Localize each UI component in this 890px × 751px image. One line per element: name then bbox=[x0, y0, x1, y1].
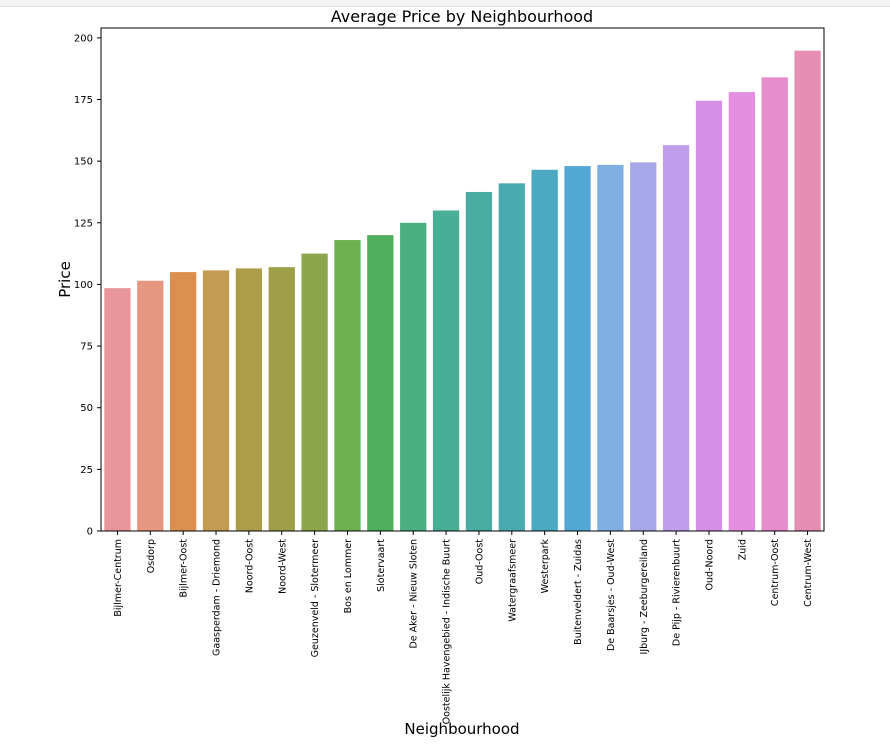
x-tick-label: Oud-Noord bbox=[704, 539, 715, 590]
x-tick-label: Watergraafsmeer bbox=[507, 539, 518, 622]
bar bbox=[301, 253, 328, 531]
x-tick-label: Buitenveldert - Zuidas bbox=[573, 539, 584, 645]
y-tick-label: 150 bbox=[74, 157, 93, 168]
x-tick-label: Bijlmer-Oost bbox=[179, 539, 190, 598]
bar bbox=[432, 210, 460, 531]
x-tick-label: Centrum-Oost bbox=[770, 539, 781, 606]
bar bbox=[695, 100, 723, 532]
bar bbox=[334, 240, 361, 532]
bar bbox=[268, 267, 295, 531]
bar bbox=[137, 280, 164, 531]
x-tick-label: Oud-Oost bbox=[474, 539, 485, 584]
x-tick-label: De Aker - Nieuw Sloten bbox=[409, 539, 420, 649]
chart-title: Average Price by Neighbourhood bbox=[331, 7, 593, 26]
bar bbox=[531, 169, 558, 531]
x-tick-label: Bos en Lommer bbox=[343, 539, 354, 613]
bar bbox=[662, 145, 690, 531]
bar bbox=[498, 183, 525, 531]
plot-frame bbox=[100, 27, 825, 532]
bar bbox=[564, 166, 591, 531]
y-tick-label: 75 bbox=[80, 342, 93, 353]
x-tick-label: Centrum-West bbox=[803, 539, 814, 607]
x-tick-label: Noord-Oost bbox=[244, 539, 255, 593]
y-tick-label: 175 bbox=[74, 95, 93, 106]
x-tick-label: Westerpark bbox=[540, 539, 551, 594]
x-axis-label: Neighbourhood bbox=[404, 720, 519, 738]
x-tick-label: Zuid bbox=[737, 539, 748, 560]
x-tick-label: De Baarsjes - Oud-West bbox=[606, 539, 617, 651]
bar bbox=[465, 191, 493, 531]
y-tick-label: 125 bbox=[74, 218, 93, 229]
window-top-strip bbox=[0, 0, 890, 7]
bars bbox=[104, 50, 821, 532]
bar bbox=[235, 268, 263, 531]
y-tick-label: 200 bbox=[74, 33, 93, 44]
bar bbox=[367, 235, 394, 531]
bar bbox=[761, 77, 788, 532]
y-tick-label: 0 bbox=[87, 527, 93, 538]
bar bbox=[728, 92, 755, 531]
y-axis-label: Price bbox=[56, 261, 74, 298]
x-tick-label: Slotervaart bbox=[376, 539, 387, 592]
y-tick-label: 50 bbox=[80, 403, 93, 414]
x-tick-label: Geuzenveld - Slotermeer bbox=[310, 539, 321, 657]
bar bbox=[400, 222, 427, 531]
bar bbox=[630, 162, 657, 532]
x-tick-label: De Pijp - Rivierenbuurt bbox=[672, 539, 683, 646]
y-tick-label: 100 bbox=[74, 280, 93, 291]
y-tick-label: 25 bbox=[80, 465, 93, 476]
x-tick-label: Osdorp bbox=[146, 539, 157, 573]
y-axis: 0 25 50 75 100 125 150 175 200 bbox=[74, 33, 101, 538]
x-axis: Bijlmer-Centrum Osdorp Bijlmer-Oost Gaasper… bbox=[113, 531, 814, 724]
x-tick-label: Bijlmer-Centrum bbox=[113, 539, 124, 617]
x-tick-label: Gaasperdam - Driemond bbox=[212, 539, 223, 656]
x-tick-label: Oostelijk Havengebied - Indische Buurt bbox=[442, 539, 453, 725]
bar bbox=[104, 288, 131, 531]
bar bbox=[202, 270, 230, 531]
bar bbox=[597, 164, 624, 531]
x-tick-label: Noord-West bbox=[277, 539, 288, 594]
x-tick-label: IJburg - Zeeburgereiland bbox=[639, 539, 650, 654]
bar bbox=[170, 272, 197, 531]
bar bbox=[794, 50, 821, 531]
